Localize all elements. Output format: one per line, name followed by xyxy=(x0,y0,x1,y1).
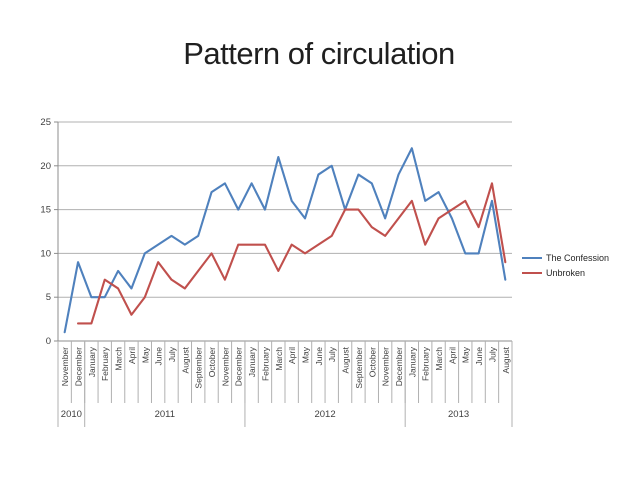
x-month-label: April xyxy=(127,347,137,364)
x-month-label: April xyxy=(447,347,457,364)
chart-title: Pattern of circulation xyxy=(183,36,455,71)
x-month-label: August xyxy=(180,346,190,373)
y-tick-label: 0 xyxy=(46,336,51,347)
x-month-label: December xyxy=(394,347,404,386)
y-tick-label: 20 xyxy=(40,161,51,172)
x-month-label: June xyxy=(314,347,324,366)
x-year-label: 2012 xyxy=(314,409,335,420)
x-month-label: August xyxy=(341,346,351,373)
x-month-label: September xyxy=(194,347,204,389)
x-month-label: February xyxy=(421,346,431,381)
x-year-label: 2013 xyxy=(448,409,469,420)
x-month-label: December xyxy=(74,347,84,386)
x-month-label: August xyxy=(501,346,511,373)
x-month-label: February xyxy=(260,346,270,381)
x-month-label: May xyxy=(140,346,150,363)
x-month-label: March xyxy=(434,347,444,371)
x-month-label: November xyxy=(60,347,70,386)
x-month-label: July xyxy=(167,346,177,362)
legend-label-unbroken: Unbroken xyxy=(546,268,585,278)
x-month-label: February xyxy=(100,346,110,381)
x-month-label: March xyxy=(274,347,284,371)
x-month-label: November xyxy=(381,347,391,386)
x-year-label: 2011 xyxy=(155,409,175,420)
series-line-the-confession xyxy=(63,147,507,334)
y-tick-label: 15 xyxy=(40,205,51,216)
series-line-unbroken xyxy=(76,182,507,325)
x-month-label: January xyxy=(87,346,97,377)
legend-label-the-confession: The Confession xyxy=(546,253,609,263)
x-month-label: January xyxy=(407,346,417,377)
x-month-label: May xyxy=(301,346,311,363)
x-month-label: November xyxy=(220,347,230,386)
y-tick-label: 5 xyxy=(46,292,51,303)
x-month-label: October xyxy=(207,347,217,377)
y-tick-label: 25 xyxy=(40,117,51,128)
x-month-label: June xyxy=(154,347,164,366)
x-month-label: April xyxy=(287,347,297,364)
x-month-label: December xyxy=(234,347,244,386)
x-month-label: July xyxy=(487,346,497,362)
x-month-label: May xyxy=(461,346,471,363)
x-month-label: July xyxy=(327,346,337,362)
x-month-label: June xyxy=(474,347,484,366)
x-year-label: 2010 xyxy=(61,409,82,420)
x-month-label: January xyxy=(247,346,257,377)
x-month-label: October xyxy=(367,347,377,377)
x-month-label: September xyxy=(354,347,364,389)
x-month-label: March xyxy=(114,347,124,371)
y-tick-label: 10 xyxy=(40,248,51,259)
